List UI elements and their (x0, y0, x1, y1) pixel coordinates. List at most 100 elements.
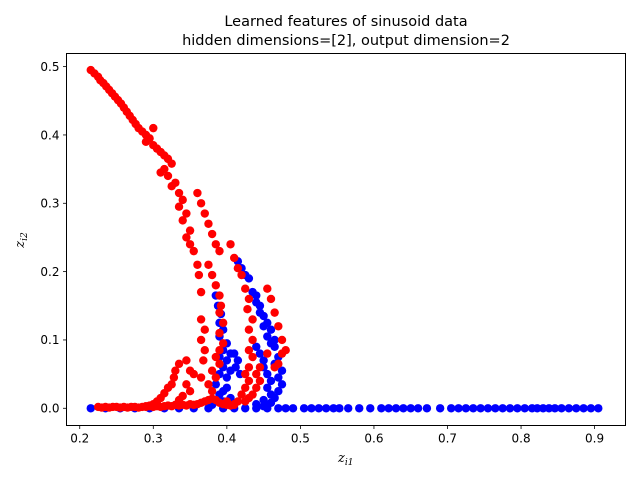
blue-point (263, 383, 272, 392)
blue-point (252, 399, 261, 409)
y-axis-label-subscript: i2 (20, 232, 30, 241)
y-axis-label: zi2 (13, 232, 30, 249)
red-point (163, 171, 173, 181)
blue-point (538, 404, 548, 413)
red-point (226, 240, 235, 249)
red-point (149, 123, 158, 133)
blue-point (476, 404, 485, 413)
blue-point (255, 349, 265, 358)
blue-point (307, 404, 316, 413)
red-point (196, 373, 206, 382)
red-point (215, 308, 224, 317)
blue-point (483, 404, 493, 413)
chart-title-line1: Learned features of sinusoid data (224, 14, 467, 30)
red-point (167, 182, 176, 191)
blue-point (366, 404, 375, 413)
red-point (218, 318, 228, 328)
blue-point (259, 402, 268, 411)
blue-point (399, 404, 408, 413)
red-point (178, 216, 187, 225)
blue-point (211, 380, 221, 389)
red-point (211, 373, 221, 382)
red-point (194, 270, 204, 280)
x-axis-label-subscript: i1 (345, 458, 354, 468)
red-point (244, 325, 254, 334)
red-point (255, 376, 265, 386)
blue-point (520, 404, 529, 413)
blue-point (422, 404, 432, 413)
red-point (241, 284, 250, 293)
red-point (171, 366, 180, 375)
blue-point (277, 380, 287, 389)
blue-point (454, 404, 463, 413)
blue-point (377, 404, 386, 413)
red-point (211, 352, 221, 362)
blue-point (586, 404, 596, 413)
red-point (189, 369, 198, 379)
blue-point (413, 404, 423, 413)
red-point (216, 301, 226, 310)
red-point (241, 369, 250, 379)
red-point (244, 376, 254, 386)
blue-point (277, 366, 287, 375)
red-point (207, 229, 217, 239)
red-point (200, 325, 209, 334)
red-point (211, 240, 221, 249)
red-point (145, 134, 154, 143)
red-point (196, 199, 206, 208)
blue-point (263, 369, 272, 379)
red-point (215, 246, 224, 256)
red-point (185, 226, 195, 235)
red-point (160, 164, 169, 174)
blue-point (579, 404, 588, 413)
blue-point (329, 404, 338, 413)
blue-point (266, 376, 276, 386)
blue-point (321, 404, 331, 413)
x-tick-label: 0.7 (438, 432, 457, 446)
blue-point (314, 404, 323, 413)
blue-point (259, 395, 268, 405)
blue-point (255, 301, 265, 310)
y-axis-ticks: 0.0 0.1 0.2 0.3 0.4 0.5 (40, 60, 67, 416)
blue-point (446, 404, 456, 413)
y-tick-label: 0.4 (40, 128, 59, 142)
red-point (174, 359, 184, 369)
plot-frame (66, 53, 626, 426)
y-tick-label: 0.0 (40, 402, 59, 416)
blue-point (572, 404, 581, 413)
blue-point (231, 363, 240, 372)
red-point (196, 335, 206, 345)
chart-title-line2: hidden dimensions=[2], output dimension=… (182, 33, 510, 49)
red-point (174, 188, 184, 198)
y-tick-label: 0.3 (40, 197, 59, 211)
red-point (266, 294, 276, 304)
blue-point (266, 325, 276, 334)
x-tick-label: 0.3 (144, 432, 163, 446)
blue-point (505, 404, 515, 413)
red-point (277, 335, 287, 345)
red-point (244, 294, 254, 304)
y-tick-label: 0.1 (40, 333, 59, 347)
blue-point (259, 356, 268, 365)
red-point (207, 270, 217, 280)
blue-point (557, 404, 566, 413)
red-point (182, 356, 191, 365)
red-point (215, 328, 224, 338)
blue-point (384, 404, 393, 413)
red-point (270, 308, 279, 317)
x-tick-label: 0.9 (585, 432, 604, 446)
red-point (230, 253, 239, 263)
blue-point (406, 404, 415, 413)
x-tick-label: 0.6 (364, 432, 383, 446)
blue-point (274, 373, 283, 382)
blue-point (469, 404, 478, 413)
x-axis-label: zi1 (337, 451, 353, 468)
blue-point (241, 404, 250, 413)
y-axis-label-symbol: z (13, 241, 28, 249)
red-point (248, 335, 257, 345)
blue-point (335, 404, 344, 413)
red-point (252, 369, 261, 379)
red-point (178, 195, 187, 205)
red-point (270, 363, 279, 372)
